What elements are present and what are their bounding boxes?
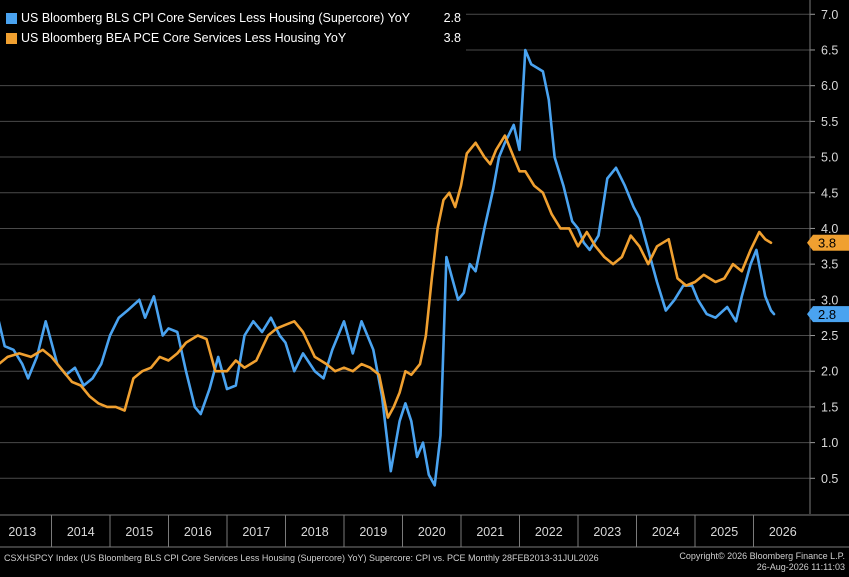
x-tick-label: 2019 [359, 525, 387, 539]
legend-label-cpi: US Bloomberg BLS CPI Core Services Less … [21, 11, 411, 25]
legend: US Bloomberg BLS CPI Core Services Less … [0, 7, 466, 51]
footer: CSXHSPCY Index (US Bloomberg BLS CPI Cor… [0, 549, 849, 577]
footer-copyright: Copyright© 2026 Bloomberg Finance L.P. [679, 551, 845, 561]
y-tick-label: 5.5 [821, 115, 838, 129]
y-tick-label: 5.0 [821, 151, 838, 165]
last-value-tag-pce [813, 234, 849, 251]
x-tick-label: 2015 [125, 525, 153, 539]
legend-swatch-cpi [6, 13, 17, 24]
x-tick-label: 2022 [535, 525, 563, 539]
x-tick-label: 2021 [476, 525, 504, 539]
legend-item-cpi[interactable]: US Bloomberg BLS CPI Core Services Less … [6, 11, 461, 27]
legend-swatch-pce [6, 33, 17, 44]
last-value-pointer [807, 306, 813, 323]
y-tick-label: 3.5 [821, 258, 838, 272]
y-tick-label: 6.0 [821, 79, 838, 93]
x-tick-label: 2017 [242, 525, 270, 539]
last-value-tag-cpi [813, 306, 849, 323]
x-tick-label: 2026 [769, 525, 797, 539]
last-value-label: 2.8 [818, 307, 836, 322]
legend-value-pce: 3.8 [443, 31, 461, 45]
legend-item-pce[interactable]: US Bloomberg BEA PCE Core Services Less … [6, 31, 461, 47]
footer-description: CSXHSPCY Index (US Bloomberg BLS CPI Cor… [4, 553, 599, 563]
x-tick-label: 2023 [593, 525, 621, 539]
y-tick-label: 4.5 [821, 186, 838, 200]
x-tick-label: 2024 [652, 525, 680, 539]
x-tick-label: 2013 [8, 525, 36, 539]
chart-svg: 0.5 1.0 1.5 2.0 2.5 3.0 3.5 4.0 4.5 5.0 5.5 6.0 6.5 7… [0, 0, 849, 548]
y-tick-label: 2.0 [821, 365, 838, 379]
y-tick-label: 1.0 [821, 436, 838, 450]
x-tick-label: 2014 [67, 525, 95, 539]
x-tick-label: 2018 [301, 525, 329, 539]
last-value-pointer [807, 234, 813, 251]
y-tick-label: 7.0 [821, 8, 838, 22]
x-tick-label: 2020 [418, 525, 446, 539]
y-tick-label: 4.0 [821, 222, 838, 236]
last-value-label: 3.8 [818, 236, 836, 251]
y-tick-label: 3.0 [821, 293, 838, 307]
legend-value-cpi: 2.8 [443, 11, 461, 25]
x-tick-label: 2025 [710, 525, 738, 539]
series-line-pce [0, 134, 773, 419]
series-line-cpi [0, 48, 776, 487]
x-axis-band [0, 515, 849, 547]
x-tick-label: 2016 [184, 525, 212, 539]
footer-right: Copyright© 2026 Bloomberg Finance L.P. 2… [679, 551, 845, 573]
y-tick-label: 1.5 [821, 400, 838, 414]
legend-label-pce: US Bloomberg BEA PCE Core Services Less … [21, 31, 347, 45]
footer-timestamp: 26-Aug-2026 11:11:03 [756, 562, 845, 572]
y-tick-label: 6.5 [821, 43, 838, 57]
y-tick-label: 2.5 [821, 329, 838, 343]
y-tick-label: 0.5 [821, 472, 838, 486]
